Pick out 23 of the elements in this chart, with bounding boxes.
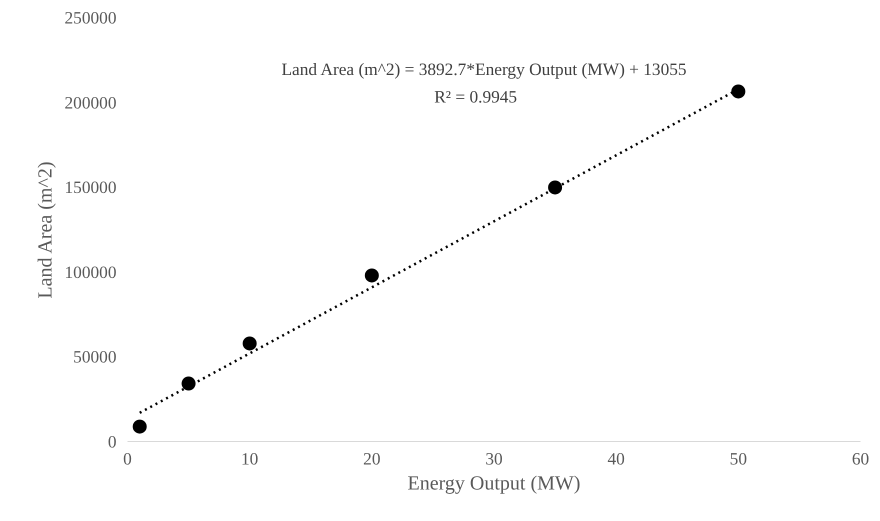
y-axis-title: Land Area (m^2) — [34, 161, 57, 299]
x-tick-label: 10 — [241, 450, 258, 468]
y-tick-label: 200000 — [64, 93, 116, 112]
x-tick-label: 0 — [123, 450, 132, 468]
annotation: Land Area (m^2) = 3892.7*Energy Output (MW) + 13055 — [281, 60, 687, 79]
point — [364, 268, 379, 282]
x-axis-title: Energy Output (MW) — [408, 472, 580, 494]
y-tick-label: 50000 — [73, 348, 117, 367]
annotation: R² = 0.9945 — [434, 88, 518, 107]
point — [731, 84, 746, 98]
y-tick-label: 250000 — [64, 8, 116, 28]
point — [182, 376, 196, 390]
x-tick-label: 60 — [852, 450, 870, 468]
point — [242, 336, 257, 350]
x-tick-label: 50 — [730, 450, 747, 468]
x-tick-label: 40 — [608, 450, 625, 468]
x-tick-label: 20 — [363, 450, 380, 468]
y-tick-label: 0 — [108, 432, 117, 452]
point — [548, 180, 562, 194]
point — [132, 420, 147, 434]
x-tick-label: 30 — [485, 450, 503, 468]
y-tick-label: 100000 — [64, 262, 116, 282]
y-tick-label: 150000 — [64, 178, 116, 198]
